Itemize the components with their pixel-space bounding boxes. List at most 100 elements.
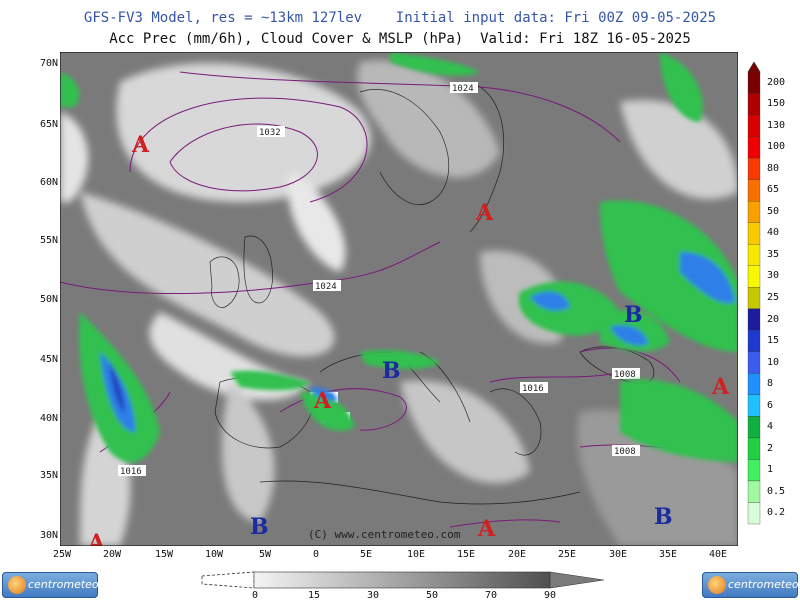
lon-label: 40E [708,549,728,560]
cloud-scale-bar [253,571,551,589]
centrometeo-logo-right[interactable]: centrometeo [702,572,799,598]
precipitation-scale [747,62,761,525]
sun-icon [708,576,726,594]
scale-cell [747,200,761,223]
low-pressure-label: B [654,504,673,530]
lat-label: 45N [39,354,58,365]
scale-label: 50 [767,205,780,217]
scale-label: 150 [767,98,786,110]
lon-label: 20E [507,549,527,560]
weather-map: 1024 1032 1024 1016 1016 1016 1008 1008 … [60,52,738,546]
low-pressure-label: B [250,514,269,540]
scale-cell [747,157,761,180]
scale-cell [747,222,761,245]
scale-label: 20 [767,313,780,325]
scale-cell [747,114,761,137]
scale-cell [747,244,761,266]
lon-label: 30E [608,549,628,560]
scale-cell [747,480,761,503]
scale-cell [747,373,761,396]
lat-label: 35N [39,470,58,481]
high-pressure-label: A [711,374,730,400]
scale-label: 1 [767,464,774,476]
cloud-scale-label: 15 [307,590,321,601]
lat-label: 40N [39,413,58,424]
isobar-label: 1008 [614,447,636,457]
scale-cell [747,330,761,352]
scale-label: 80 [767,162,780,174]
scale-label: 65 [767,184,780,196]
lat-label: 65N [39,119,58,130]
scale-label: 15 [767,335,780,347]
scale-label: 2 [767,442,774,454]
high-pressure-label: A [475,200,494,226]
scale-cell [747,265,761,288]
scale-cell [747,287,761,309]
scale-label: 130 [767,119,786,131]
scale-cell [747,394,761,417]
cloud-scale-label: 50 [425,590,439,601]
centrometeo-logo-left[interactable]: centrometeo [2,572,99,598]
precipitation-layer [60,52,738,463]
isobar-label: 1032 [259,128,281,138]
cloud-scale-label: 70 [484,590,498,601]
lon-label: 20W [102,549,122,560]
scale-cell [747,179,761,202]
low-pressure-label: B [382,358,401,384]
lat-label: 60N [39,177,58,188]
cloud-scale-label: 90 [543,590,557,601]
scale-label: 0.2 [767,507,786,519]
lon-label: 35E [658,549,678,560]
lat-label: 50N [39,294,58,305]
cloud-scale-label: 0 [251,590,259,601]
cloud-cover-scale [201,571,605,589]
lon-label: 10W [204,549,224,560]
lon-label: 5W [258,549,272,560]
field-title: Acc Prec (mm/6h), Cloud Cover & MSLP (hP… [109,31,691,47]
high-pressure-label: A [131,132,150,158]
scale-cell [747,502,761,525]
low-pressure-label: B [624,302,643,328]
logo-text: centrometeo [28,578,99,591]
scale-label: 40 [767,227,780,239]
isobar-label: 1016 [120,467,142,477]
scale-label: 8 [767,378,774,390]
high-pressure-label: A [87,530,106,546]
isobar-label: 1024 [452,84,474,94]
scale-label: 100 [767,141,786,153]
high-pressure-label: A [477,516,496,542]
scale-cell [747,71,761,94]
lon-label: 25E [557,549,577,560]
scale-label: 0.5 [767,485,786,497]
scale-label: 35 [767,248,780,260]
lat-label: 70N [39,58,58,69]
scale-cell [747,351,761,374]
precipitation-scale-cells [747,62,761,525]
scale-label: 10 [767,356,780,368]
lon-label: 15E [456,549,476,560]
scale-cell [747,416,761,439]
lon-label: 0 [312,549,320,560]
sun-icon [8,576,26,594]
scale-label: 25 [767,292,780,303]
isobar-label: 1016 [522,384,544,394]
scale-label: 30 [767,270,780,282]
high-pressure-label: A [313,388,332,414]
scale-cell [747,93,761,116]
isobar-label: 1008 [614,370,636,380]
model-title: GFS-FV3 Model, res = ~13km 127lev Initia… [83,10,717,26]
scale-cell [747,459,761,482]
scale-label: 6 [767,399,774,411]
cloud-scale-arrow-right [549,571,605,589]
isobar-label: 1024 [315,282,337,292]
scale-label: 4 [767,421,774,433]
lon-label: 25W [52,549,72,560]
cloud-scale-arrow-left [201,571,255,589]
lon-label: 5E [359,549,373,560]
scale-label: 200 [767,76,786,88]
pressure-centres: A A A A A A B B B B [87,132,730,546]
lon-label: 10E [406,549,426,560]
logo-text: centrometeo [728,578,799,591]
scale-arrow-top [747,62,761,73]
scale-cell [747,308,761,331]
